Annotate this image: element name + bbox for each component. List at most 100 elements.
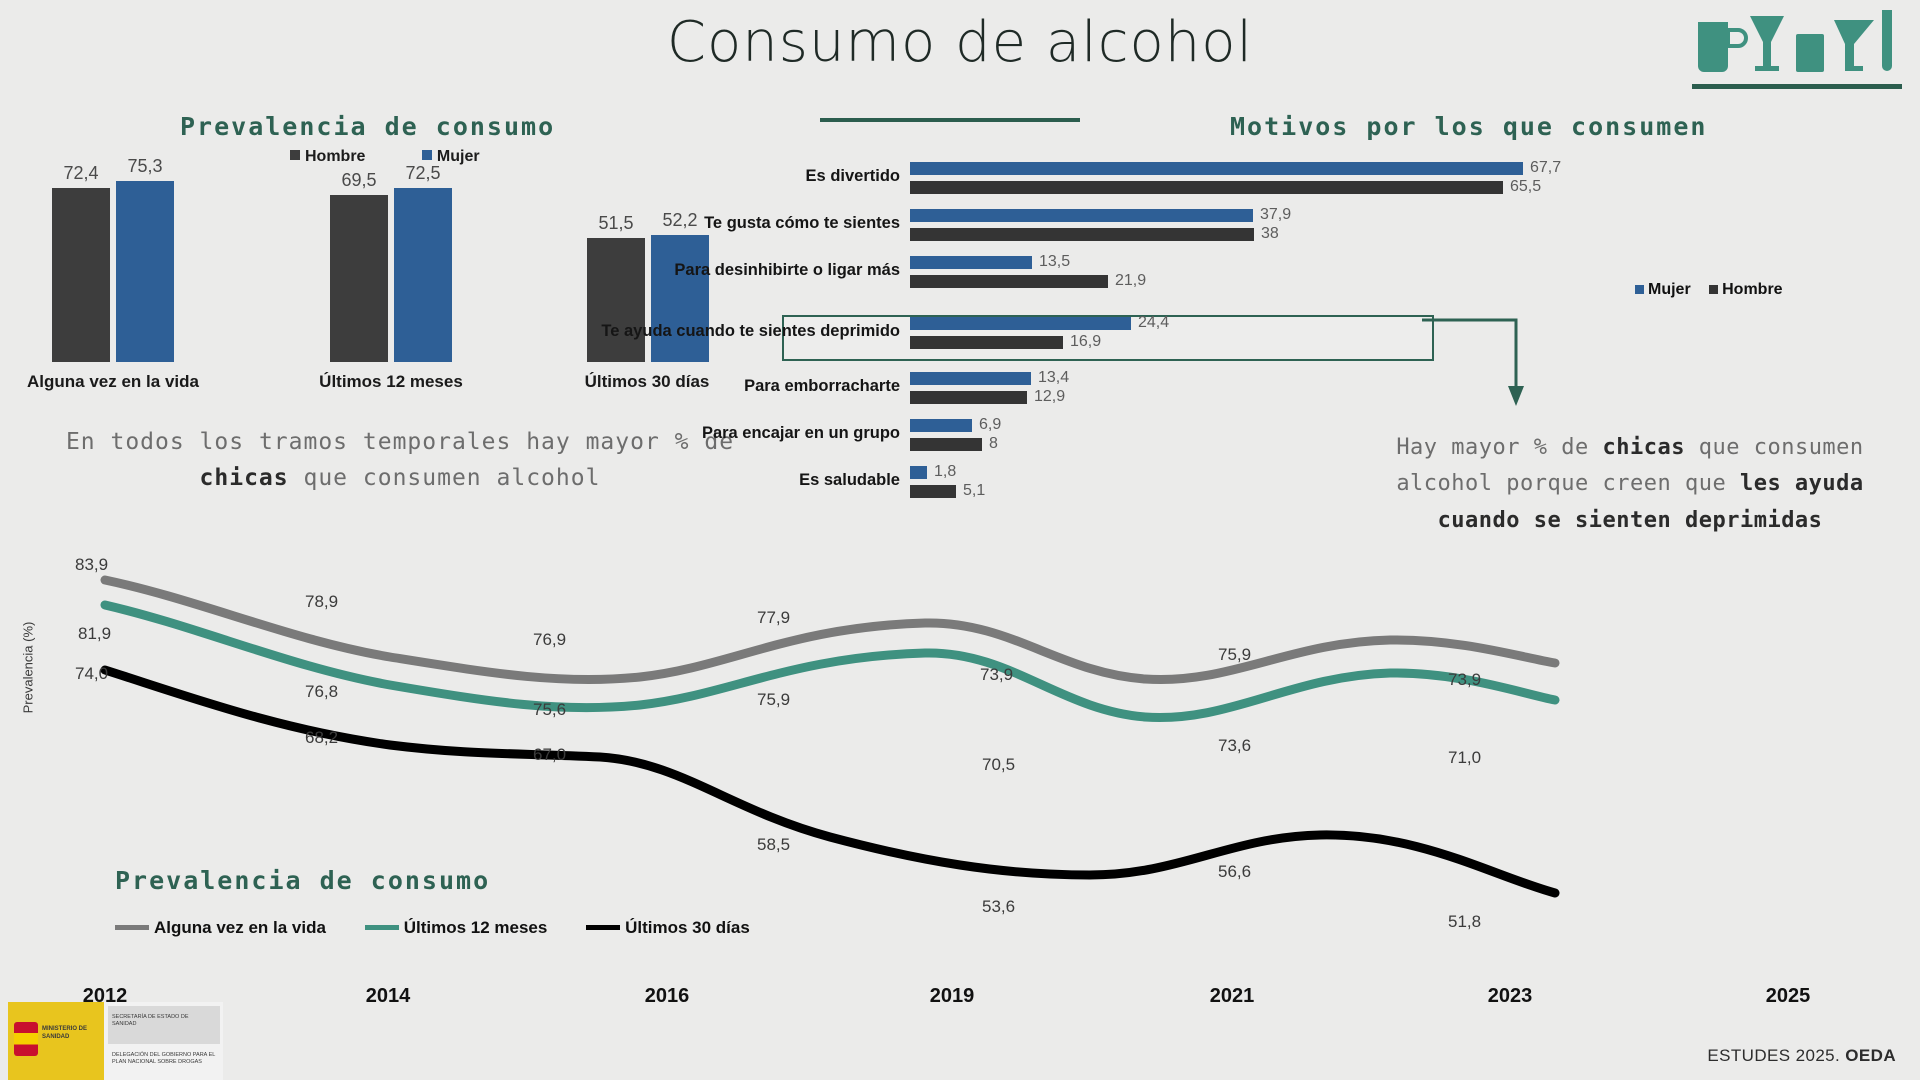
hbar-value-label: 1,8 (934, 463, 957, 480)
line-point-label: 81,9 (78, 624, 112, 643)
right-caption-l1c: que consumen (1684, 435, 1864, 460)
hbar-value-label: 21,9 (1115, 272, 1147, 289)
hbar-mujer: 67,7 (910, 159, 1561, 176)
line-chart-heading: Prevalencia de consumo (115, 866, 491, 895)
hbar-mujer: 13,5 (910, 253, 1070, 270)
hbar-value-label: 6,9 (979, 416, 1002, 433)
hbar-hombre: 12,9 (910, 388, 1065, 405)
legend-swatch-mujer (1635, 285, 1644, 294)
line-point-label: 83,9 (75, 555, 109, 574)
hbar-hombre: 65,5 (910, 178, 1541, 195)
legend-label-alguna-vez: Alguna vez en la vida (154, 918, 326, 937)
legend-line-12-meses (364, 925, 399, 930)
bar-value-label: 52,2 (662, 210, 698, 230)
right-caption-l2a: alcohol porque creen que (1396, 471, 1740, 497)
legend-label-hombre: Hombre (305, 148, 366, 165)
hbar-hombre: 16,9 (910, 333, 1101, 350)
bar-category-label: Últimos 12 meses (319, 372, 463, 391)
hbar-hombre: 5,1 (910, 482, 985, 499)
hbar-row-deprimido: Te ayuda cuando te sientes deprimido 24,… (601, 314, 1460, 357)
legend-label-30-dias: Últimos 30 días (625, 918, 750, 937)
legend-line-30-dias (586, 925, 621, 930)
line-point-label: 76,9 (533, 630, 567, 649)
line-point-label: 58,5 (757, 835, 791, 854)
hbar-value-label: 37,9 (1260, 206, 1292, 223)
bar-value-label: 72,5 (405, 163, 441, 183)
bar-value-label: 69,5 (341, 170, 377, 190)
line-point-label: 68,2 (305, 728, 339, 747)
bar-value-label: 72,4 (63, 163, 99, 183)
left-caption-line2: que consumen alcohol (288, 464, 601, 491)
right-chart-legend: Mujer Hombre (1635, 281, 1783, 299)
legend-swatch-hombre (1709, 285, 1719, 294)
motives-bar-chart: Es divertido 67,7 65,5 Te gusta cómo te … (601, 159, 1562, 500)
line-series-alguna-vez (100, 575, 1560, 685)
logo-line3: DELEGACIÓN DEL GOBIERNO PARA EL PLAN NAC… (112, 1052, 216, 1066)
hbar-value-label: 5,1 (963, 482, 986, 499)
logo-line2: SECRETARÍA DE ESTADO DE SANIDAD (112, 1014, 189, 1028)
hbar-row-te-gusta: Te gusta cómo te sientes 37,9 38 (704, 206, 1460, 249)
credit-org: OEDA (1845, 1046, 1896, 1065)
line-point-label: 76,8 (305, 682, 339, 701)
hbar-mujer: 24,4 (910, 314, 1169, 331)
hbar-hombre: 8 (910, 435, 998, 452)
hbar-category-label: Para encajar en un grupo (701, 424, 900, 442)
line-point-label: 53,6 (982, 897, 1016, 916)
hbar-category-label: Es saludable (799, 471, 900, 489)
hbar-value-label: 38 (1261, 225, 1279, 242)
legend-line-alguna-vez (115, 925, 149, 930)
logo-line1: MINISTERIO DE SANIDAD (42, 1026, 88, 1040)
hbar-row-desinhibirte: Para desinhibirte o ligar más 13,5 21,9 (674, 253, 1460, 296)
line-point-label: 78,9 (305, 592, 339, 611)
hbar-mujer: 6,9 (910, 416, 1001, 433)
drink-glasses-icon-group (1692, 4, 1902, 89)
xtick-2014: 2014 (365, 985, 411, 1007)
right-caption-emphasis-ayuda: les ayuda (1739, 471, 1864, 497)
hbar-hombre: 38 (910, 225, 1279, 242)
legend-swatch-mujer (421, 150, 432, 160)
right-caption-emphasis-chicas: chicas (1602, 435, 1685, 460)
hbar-value-label: 13,4 (1038, 369, 1070, 386)
legend-label-hombre: Hombre (1722, 281, 1783, 298)
legend-label-mujer: Mujer (1648, 281, 1691, 298)
hbar-row-es-divertido: Es divertido 67,7 65,5 (760, 159, 1562, 202)
line-point-label: 74,0 (75, 664, 109, 683)
right-caption-l1a: Hay mayor % de (1396, 435, 1603, 460)
line-point-label: 73,6 (1218, 736, 1252, 755)
spain-crest-icon (14, 1022, 38, 1056)
right-caption-l3: cuando se sienten deprimidas (1437, 507, 1823, 533)
line-chart-xaxis: 2012 2014 2016 2019 2021 2023 2025 (0, 985, 1920, 1015)
xtick-2019: 2019 (929, 985, 975, 1007)
callout-arrow-icon (1422, 318, 1524, 406)
legend-label-mujer: Mujer (436, 148, 480, 165)
right-chart-heading: Motivos por los que consumen (1230, 112, 1708, 141)
line-point-label: 51,8 (1448, 912, 1482, 931)
right-caption: Hay mayor % de chicas que consumen alcoh… (1330, 430, 1920, 539)
line-series-12-meses (100, 600, 1560, 723)
hbar-row-saludable: Es saludable 1,8 5,1 (760, 463, 1460, 506)
prevalence-bar-chart: 72,4 75,3 Alguna vez en la vida 69,5 72,… (10, 140, 750, 400)
bar-category-label: Últimos 30 días (584, 372, 710, 391)
hbar-row-emborracharte: Para emborracharte 13,4 12,9 (744, 369, 1460, 412)
left-caption: En todos los tramos temporales hay mayor… (20, 425, 780, 496)
line-point-label: 75,9 (1218, 645, 1252, 664)
line-point-label: 73,9 (1448, 670, 1482, 689)
left-chart-heading: Prevalencia de consumo (180, 112, 556, 141)
legend-item-30-dias: Últimos 30 días (586, 918, 750, 938)
hbar-value-label: 13,5 (1039, 253, 1071, 270)
hbar-row-encajar: Para encajar en un grupo 6,9 8 (702, 416, 1460, 459)
bar-value-label: 51,5 (598, 213, 634, 233)
hbar-category-label: Es divertido (805, 167, 900, 185)
logo-gray-block (108, 1006, 220, 1044)
legend-swatch-hombre (290, 150, 300, 160)
line-point-label: 75,6 (533, 700, 567, 719)
left-caption-line1: En todos los tramos temporales hay mayor… (65, 429, 735, 455)
credit-source: ESTUDES 2025. (1707, 1046, 1846, 1065)
bar-category-label: Alguna vez en la vida (27, 372, 199, 391)
line-point-label: 56,6 (1218, 862, 1252, 881)
source-credit: ESTUDES 2025. OEDA (1707, 1046, 1896, 1066)
line-point-label: 70,5 (982, 755, 1016, 774)
hbar-value-label: 12,9 (1034, 388, 1066, 405)
hbar-category-label: Para desinhibirte o ligar más (674, 261, 900, 279)
xtick-2016: 2016 (644, 985, 690, 1007)
